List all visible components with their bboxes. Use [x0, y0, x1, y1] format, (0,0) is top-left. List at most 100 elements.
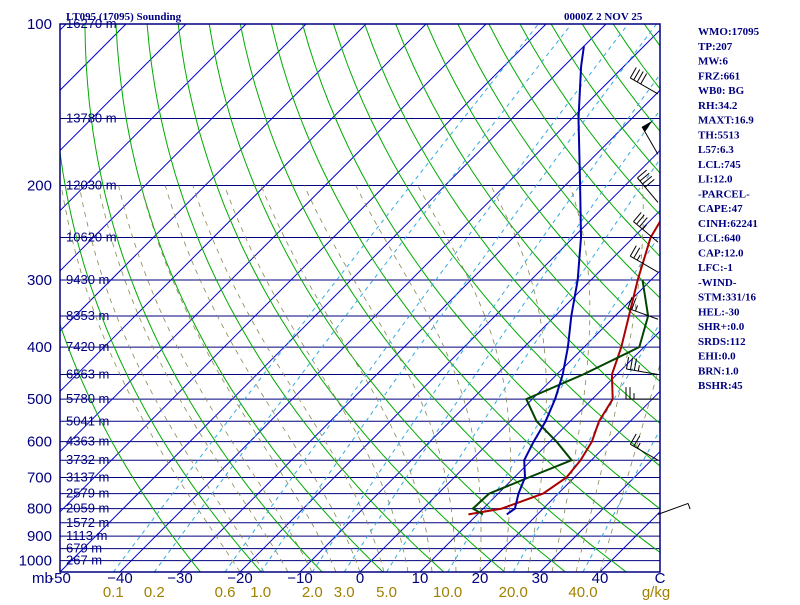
- height-label: 2579 m: [66, 486, 109, 501]
- index-line: TH:5513: [698, 129, 740, 141]
- index-line: MW:6: [698, 56, 728, 68]
- index-line: STM:331/16: [698, 292, 757, 304]
- height-label: 3137 m: [66, 470, 109, 485]
- temperature-tick-label: 10: [412, 570, 429, 587]
- index-line: WMO:17095: [698, 26, 760, 38]
- mixing-ratio-tick-label: 1.0: [250, 584, 271, 600]
- wind-barb-half-feather: [637, 443, 640, 448]
- height-label: 5041 m: [66, 413, 109, 428]
- wind-barb-shaft: [626, 369, 658, 375]
- moist-adiabat-line: [165, 186, 360, 573]
- index-line: MAXT:16.9: [698, 115, 754, 127]
- temperature-tick-label: -50: [49, 570, 71, 587]
- height-label: 6563 m: [66, 367, 109, 382]
- temperature-tick-label: 20: [472, 570, 489, 587]
- pressure-tick-label: 1000: [19, 553, 52, 570]
- sounding-time: 0000Z 2 NOV 25: [564, 11, 643, 23]
- index-line: FRZ:661: [698, 70, 740, 82]
- mixing-ratio-line: [513, 24, 800, 572]
- temperature-tick-label: 30: [532, 570, 549, 587]
- wind-barb: [630, 434, 658, 460]
- mixing-ratio-line: [154, 24, 571, 572]
- isotherm-line: [60, 24, 606, 572]
- mixing-ratio-line: [113, 24, 538, 572]
- mixing-ratio-lines: [113, 24, 800, 572]
- pressure-tick-label: 800: [27, 501, 52, 518]
- isotherm-line: [120, 24, 666, 572]
- mixing-ratio-tick-label: 2.0: [302, 584, 323, 600]
- mixing-ratio-tick-label: 10.0: [433, 584, 462, 600]
- index-line: SHR+:0.0: [698, 321, 745, 333]
- height-label: 4363 m: [66, 434, 109, 449]
- height-label: 9430 m: [66, 272, 109, 287]
- isotherm-lines: [0, 24, 800, 572]
- temperature-tick-label: 0: [356, 570, 364, 587]
- mixing-ratio-tick-label: 0.1: [103, 584, 124, 600]
- index-line: LFC:-1: [698, 262, 733, 274]
- index-line: SRDS:112: [698, 336, 746, 348]
- index-line: LCL:640: [698, 233, 741, 245]
- wind-barb-half-feather: [638, 365, 639, 371]
- pressure-tick-label: 500: [27, 391, 52, 408]
- index-line: BRN:1.0: [698, 365, 739, 377]
- dry-adiabat-line: [582, 24, 800, 572]
- pressure-tick-label: 900: [27, 528, 52, 545]
- height-label: 10620 m: [66, 230, 117, 245]
- isotherm-line: [0, 24, 246, 572]
- wind-barb: [658, 503, 690, 514]
- height-label: 5780 m: [66, 391, 109, 406]
- mixing-ratio-unit-label: g/kg: [642, 584, 670, 600]
- dry-adiabat-lines: [21, 24, 800, 572]
- mixing-ratio-tick-label: 0.2: [144, 584, 165, 600]
- mixing-ratio-line: [225, 24, 628, 572]
- temperature-line: [468, 24, 800, 514]
- profile-lines: [468, 24, 800, 514]
- height-label: 12030 m: [66, 178, 117, 193]
- dry-adiabat-line: [209, 24, 565, 572]
- index-line: -PARCEL-: [698, 188, 750, 200]
- dry-adiabat-line: [551, 24, 800, 572]
- height-label: 7420 m: [66, 339, 109, 354]
- temperature-tick-label: −30: [167, 570, 192, 587]
- mixing-ratio-tick-label: 0.6: [215, 584, 236, 600]
- mixing-ratio-tick-label: 3.0: [334, 584, 355, 600]
- moist-adiabat-line: [193, 186, 384, 573]
- dewpoint-line: [473, 280, 648, 514]
- mixing-ratio-tick-label: 40.0: [568, 584, 597, 600]
- mixing-ratio-tick-label: 20.0: [499, 584, 528, 600]
- mixing-ratio-line: [583, 24, 800, 572]
- dry-adiabat-line: [21, 24, 201, 572]
- index-line: RH:34.2: [698, 100, 738, 112]
- index-line: CAP:12.0: [698, 247, 744, 259]
- index-line: CAPE:47: [698, 203, 743, 215]
- indices-panel: WMO:17095 TP:207 MW:6 FRZ:661 WB0: BG RH:34.2…: [698, 26, 760, 392]
- dry-adiabat-line: [116, 24, 383, 572]
- mixing-ratio-tick-label: 5.0: [376, 584, 397, 600]
- index-line: -WIND-: [698, 277, 737, 289]
- height-label: 8353 m: [66, 308, 109, 323]
- height-label: 3732 m: [66, 452, 109, 467]
- wind-barb-half-feather: [637, 255, 640, 260]
- height-label: 267 m: [66, 553, 102, 568]
- pressure-tick-label: 100: [27, 16, 52, 33]
- index-line: TP:207: [698, 41, 733, 53]
- pressure-tick-label: 400: [27, 339, 52, 356]
- dry-adiabat-line: [85, 24, 322, 572]
- wind-barb-shaft: [658, 503, 688, 514]
- mixing-ratio-line: [261, 24, 657, 572]
- isotherm-line: [0, 24, 6, 572]
- index-line: WB0: BG: [698, 85, 745, 97]
- index-line: HEL:-30: [698, 306, 740, 318]
- wind-barb: [637, 170, 658, 202]
- index-line: L57:6.3: [698, 144, 734, 156]
- index-line: LCL:745: [698, 159, 741, 171]
- isotherm-line: [0, 24, 366, 572]
- wind-barb-shaft: [637, 178, 658, 203]
- pressure-tick-label: 600: [27, 434, 52, 451]
- pressure-tick-label: 300: [27, 272, 52, 289]
- index-line: BSHR:45: [698, 380, 743, 392]
- index-line: CINH:62241: [698, 218, 758, 230]
- height-label: 2059 m: [66, 501, 109, 516]
